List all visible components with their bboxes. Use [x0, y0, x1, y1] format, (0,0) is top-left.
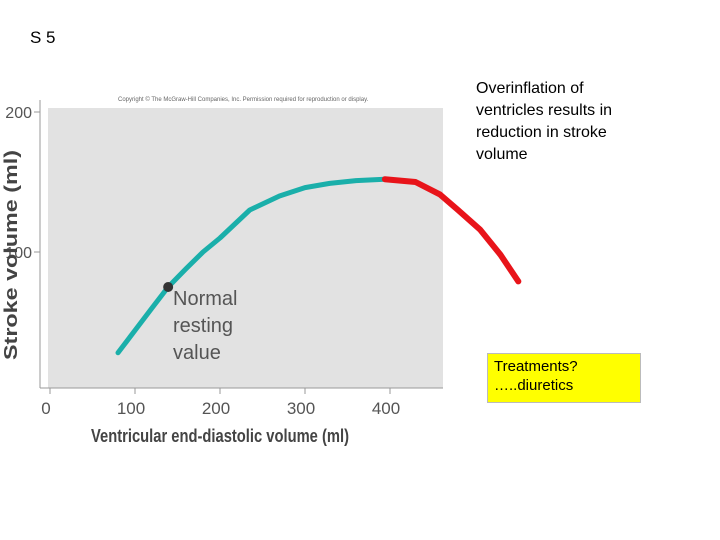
note: Overinflation of ventricles results in red…: [476, 78, 612, 166]
x-tick-label: 200: [202, 399, 230, 418]
annotation: resting: [173, 315, 233, 337]
curve: [381, 176, 522, 285]
box-line: Treatments?: [494, 358, 578, 375]
treatment-box: Treatments? …..diuretics: [487, 353, 641, 403]
curve: [115, 176, 388, 356]
x-tick-label: 100: [117, 399, 145, 418]
y-tick-label: 100: [5, 245, 32, 262]
x-tick-label: 300: [287, 399, 315, 418]
resting-point: [163, 282, 174, 292]
x-tick-label: 0: [41, 399, 50, 418]
note-line: reduction in stroke: [476, 124, 607, 141]
slide-label: S 5: [30, 28, 56, 47]
annotation: Normal: [173, 288, 237, 310]
plot-area: [48, 108, 443, 388]
y-axis-label: Stroke volume (ml): [1, 150, 21, 360]
x-axis-label: Ventricular end-diastolic volume (ml): [91, 426, 349, 446]
note-line: ventricles results in: [476, 102, 613, 119]
note-line: volume: [476, 146, 528, 163]
box-line: …..diuretics: [494, 377, 574, 394]
y-tick-label: 200: [5, 105, 32, 122]
note-line: Overinflation of: [476, 80, 584, 97]
x-tick-label: 400: [372, 399, 400, 418]
copyright: Copyright © The McGraw-Hill Companies, I…: [118, 96, 369, 103]
annotation: value: [173, 342, 221, 364]
